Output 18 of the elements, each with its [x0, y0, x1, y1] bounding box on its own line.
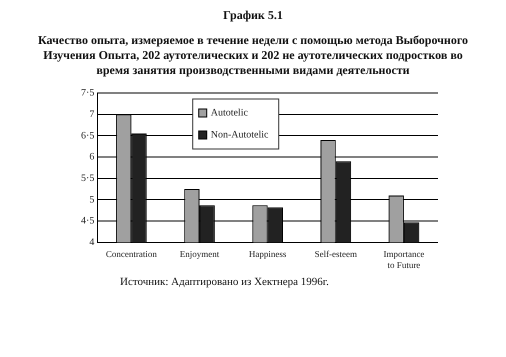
legend-label: Autotelic: [210, 108, 248, 119]
y-tick-label: 6: [89, 152, 94, 163]
text: Источник: Адаптировано из Хектнера 1996г.: [120, 276, 330, 288]
legend-label: Non-Autotelic: [210, 130, 270, 141]
x-tick-label: Self-esteem: [314, 249, 358, 260]
x-tick-label: Concentration: [106, 249, 158, 260]
y-tick-label: 5: [89, 194, 94, 206]
y-tick-label: 6·5: [80, 130, 94, 142]
y-tick-label: 5·5: [80, 172, 94, 184]
y-tick-label: 4·5: [80, 216, 94, 227]
y-tick-label: 7·5: [80, 88, 94, 99]
y-tick-label: 4: [89, 237, 94, 248]
chart-title: График 5.1: [222, 8, 284, 23]
chart-subtitle: Качество опыта, измеряемое в течение недели с помощью метода Выборочного Изучения Опыта, 202 аутотелических и 202 не аутотелических подростков во время занятия производственными видами деятельности: [37, 33, 469, 78]
x-tick-label: Importance to Future: [383, 249, 424, 270]
x-tick-label: Enjoyment: [180, 249, 220, 260]
y-tick-label: 7: [89, 108, 94, 120]
x-tick-label: Happiness: [248, 249, 287, 260]
